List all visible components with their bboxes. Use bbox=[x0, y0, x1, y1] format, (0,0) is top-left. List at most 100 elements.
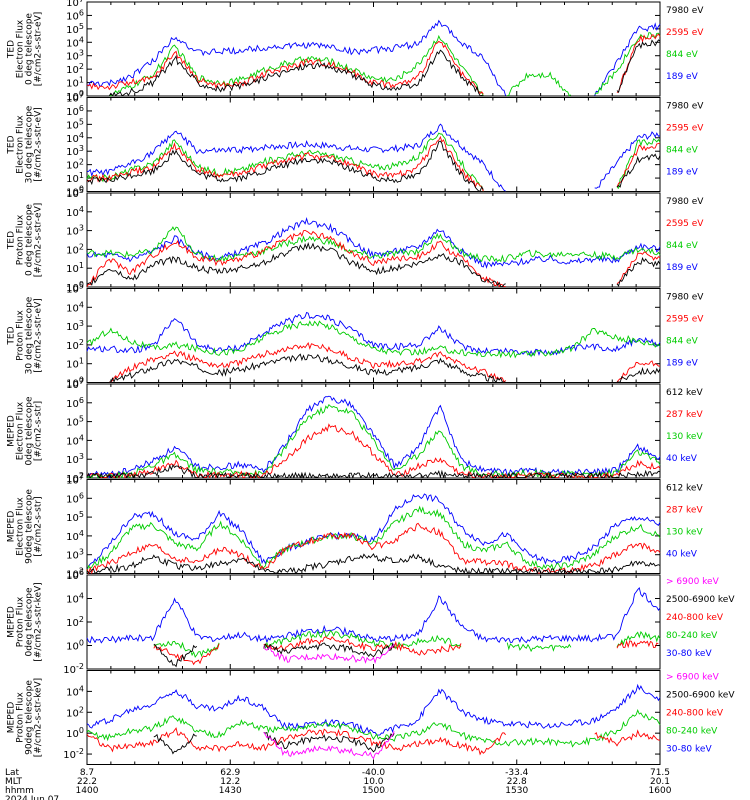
legend-entry: 612 keV bbox=[666, 484, 703, 494]
series-trace-green bbox=[86, 226, 661, 263]
series-trace-black bbox=[153, 642, 395, 668]
series-trace-green bbox=[86, 320, 661, 359]
legend-entry: 240-800 keV bbox=[666, 613, 724, 623]
footer-value: 10.0 bbox=[363, 777, 383, 787]
y-tick-label: 100 bbox=[66, 376, 84, 390]
legend-entry: > 6900 keV bbox=[666, 673, 720, 683]
series-trace-black bbox=[86, 242, 661, 288]
y-tick-label: 107 bbox=[66, 91, 84, 105]
y-tick-label: 104 bbox=[66, 529, 84, 543]
y-tick-label: 105 bbox=[66, 22, 84, 36]
series-trace-red bbox=[86, 33, 661, 95]
legend-entry: 189 eV bbox=[666, 168, 699, 178]
y-tick-label: 101 bbox=[66, 261, 84, 275]
legend-entry: 7980 eV bbox=[666, 197, 704, 207]
legend-entry: 189 eV bbox=[666, 72, 699, 82]
footer-value: 71.5 bbox=[650, 768, 670, 778]
y-tick-label: 107 bbox=[66, 377, 84, 391]
legend-entry: 2595 eV bbox=[666, 315, 704, 325]
y-tick-label: 107 bbox=[66, 0, 84, 9]
series-trace-red bbox=[86, 229, 661, 288]
y-tick-label: 104 bbox=[66, 131, 84, 145]
series-trace-red bbox=[86, 727, 661, 756]
y-tick-label: 105 bbox=[66, 186, 84, 200]
y-axis-label: TEDProton Flux30 deg telescope[#/cm2-s-s… bbox=[7, 296, 44, 374]
legend-entry: 80-240 keV bbox=[666, 631, 718, 641]
series-trace-black bbox=[109, 353, 661, 383]
footer-value: 1430 bbox=[219, 786, 242, 796]
legend-entry: 240-800 keV bbox=[666, 709, 724, 719]
legend-entry: > 6900 keV bbox=[666, 577, 720, 587]
series-trace-red bbox=[109, 341, 660, 383]
y-tick-label: 106 bbox=[66, 8, 84, 22]
y-tick-label: 104 bbox=[66, 300, 84, 314]
plot-frame bbox=[86, 670, 661, 765]
y-tick-label: 104 bbox=[66, 433, 84, 447]
legend-entry: 7980 eV bbox=[666, 6, 704, 16]
legend-entry: 287 keV bbox=[666, 410, 703, 420]
legend-entry: 30-80 keV bbox=[666, 745, 712, 755]
plot-frame bbox=[86, 383, 661, 479]
series-trace-black bbox=[86, 140, 661, 192]
panel-5: 107 106 105 104 103 102 MEPEDElectron Flux0deg… bbox=[7, 377, 704, 485]
y-tick-label: 105 bbox=[66, 282, 84, 296]
y-axis-label: MEPEDProton Flux90deg telescope[#/cm2-s-… bbox=[7, 678, 44, 757]
y-tick-label: 103 bbox=[66, 452, 84, 466]
footer-value: 1500 bbox=[362, 786, 385, 796]
panel-7: 106 104 102 100 10-2 MEPEDProton Flux0deg tel… bbox=[7, 568, 736, 676]
y-tick-label: 100 bbox=[66, 89, 84, 103]
time-axis-footer: Lat 8.7 62.9 -40.0 -33.4 71.5 MLT 22.2 12.2 10.0 2… bbox=[5, 768, 672, 800]
footer-value: 1400 bbox=[76, 786, 99, 796]
y-axis-label: TEDElectron Flux30 deg telescope[#/cm2-s… bbox=[7, 105, 44, 183]
panel-6: 107 106 105 104 103 102 MEPEDElectron Flux90de… bbox=[7, 473, 704, 581]
legend-entry: 80-240 keV bbox=[666, 727, 718, 737]
series-trace-blue bbox=[86, 123, 661, 192]
y-axis-label: MEPEDElectron Flux90deg telescope[#/cm2-… bbox=[7, 489, 44, 564]
y-tick-label: 103 bbox=[66, 319, 84, 333]
y-axis-label: TEDProton Flux0 deg telescope[#/cm2-s-st… bbox=[7, 203, 44, 278]
legend-entry: 2595 eV bbox=[666, 28, 704, 38]
panel-4: 105 104 103 102 101 100 TEDProton Flux30 deg t… bbox=[7, 282, 705, 390]
legend-entry: 130 keV bbox=[666, 528, 703, 538]
series-trace-red bbox=[153, 636, 659, 666]
series-trace-blue bbox=[86, 683, 661, 736]
y-tick-label: 102 bbox=[66, 567, 84, 581]
footer-value: -40.0 bbox=[362, 768, 386, 778]
y-tick-label: 105 bbox=[66, 117, 84, 131]
y-tick-label: 106 bbox=[66, 491, 84, 505]
legend-entry: 2595 eV bbox=[666, 124, 704, 134]
y-axis-label: MEPEDElectron Flux0deg telescope[#/cm2-s… bbox=[7, 396, 44, 466]
y-tick-label: 106 bbox=[66, 396, 84, 410]
y-tick-label: 106 bbox=[66, 104, 84, 118]
series-trace-black bbox=[153, 731, 395, 755]
legend-entry: 130 keV bbox=[666, 432, 703, 442]
footer-value: 8.7 bbox=[80, 768, 94, 778]
plot-frame bbox=[86, 97, 661, 192]
legend-entry: 40 keV bbox=[666, 454, 698, 464]
footer-value: 1600 bbox=[649, 786, 672, 796]
y-tick-label: 102 bbox=[66, 242, 84, 256]
y-tick-label: 103 bbox=[66, 144, 84, 158]
y-axis-label: TEDElectron Flux0 deg telescope[#/cm2-s-… bbox=[7, 12, 44, 87]
y-tick-label: 100 bbox=[66, 639, 84, 653]
series-trace-blue bbox=[86, 395, 661, 479]
series-trace-magenta bbox=[263, 643, 395, 664]
footer-value: 1530 bbox=[505, 786, 528, 796]
series-trace-green bbox=[86, 708, 661, 748]
series-trace-green bbox=[86, 132, 661, 192]
legend-entry: 2500-6900 keV bbox=[666, 691, 735, 701]
legend-entry: 189 eV bbox=[666, 359, 699, 369]
y-tick-label: 103 bbox=[66, 224, 84, 238]
y-tick-label: 102 bbox=[66, 338, 84, 352]
footer-value: 22.8 bbox=[507, 777, 527, 787]
legend-entry: 612 keV bbox=[666, 388, 703, 398]
legend-entry: 844 eV bbox=[666, 146, 699, 156]
y-tick-label: 103 bbox=[66, 49, 84, 63]
y-tick-label: 100 bbox=[66, 280, 84, 294]
legend-entry: 844 eV bbox=[666, 337, 699, 347]
legend-entry: 40 keV bbox=[666, 550, 698, 560]
